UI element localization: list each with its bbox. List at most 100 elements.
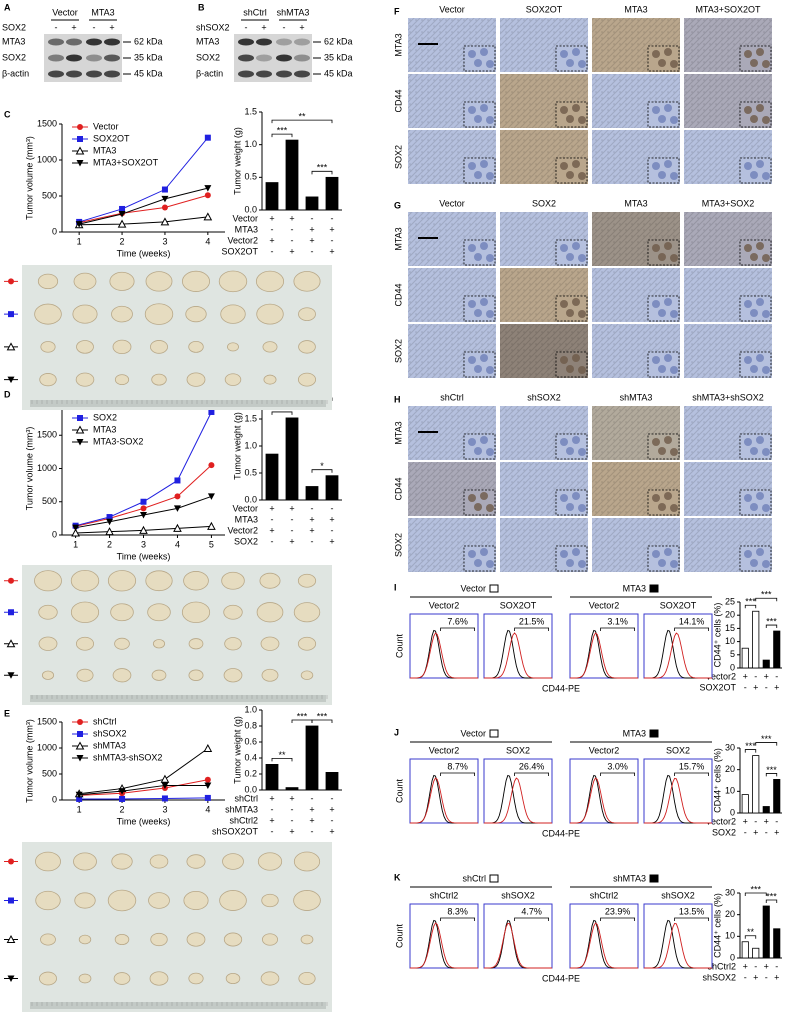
gate-percent: 13.5% (679, 906, 705, 916)
ihc-nucleus (566, 447, 574, 455)
legend-label: shCtrl (93, 716, 117, 726)
treatment-sign: + (109, 22, 114, 32)
tumor (75, 636, 95, 651)
x-tick-label: 5 (209, 539, 214, 549)
marker (106, 518, 114, 526)
marker (140, 505, 147, 512)
ihc-nucleus (480, 104, 488, 112)
marker (207, 521, 216, 530)
x-tick-label: 4 (205, 804, 210, 814)
ihc-nucleus (578, 366, 586, 374)
blot-row-label: SOX2 (196, 52, 220, 62)
ihc-nucleus (566, 115, 574, 123)
condition-sign: - (765, 682, 768, 692)
histogram-curve (410, 632, 478, 679)
histogram-frame (483, 758, 553, 824)
ruler (30, 1002, 326, 1009)
marker (208, 462, 215, 469)
ihc-nucleus (658, 309, 666, 317)
blot-band (86, 38, 102, 46)
y-tick-label: 0.8 (244, 720, 257, 730)
row-marker (6, 342, 16, 351)
tumor (186, 854, 206, 869)
condition-label: Vector (232, 213, 258, 223)
bar (265, 182, 279, 211)
ihc-nucleus (560, 550, 568, 558)
condition-sign: + (329, 826, 334, 836)
condition-sign: - (331, 815, 334, 825)
condition-sign: + (774, 827, 779, 837)
condition-sign: - (744, 682, 747, 692)
ihc-nucleus (486, 448, 494, 456)
histogram-curve (644, 922, 712, 969)
ihc-nucleus (572, 242, 580, 250)
legend-label: SOX2 (93, 412, 117, 422)
tumor (72, 304, 98, 324)
tumor (78, 934, 92, 945)
group-label: Vector (460, 583, 486, 593)
column-label: MTA3+SOX2 (702, 198, 755, 208)
significance-bracket (744, 604, 757, 609)
gate-percent: 7.6% (447, 616, 468, 626)
ihc-nucleus (664, 104, 672, 112)
ihc-nucleus (664, 48, 672, 56)
x-tick-label: 4 (205, 236, 210, 246)
ihc-nucleus (486, 60, 494, 68)
significance-bracket (755, 742, 778, 746)
ihc-nucleus (652, 356, 660, 364)
significance-label: ** (278, 750, 286, 760)
ihc-nucleus (658, 365, 666, 373)
condition-sign: + (764, 671, 769, 681)
ihc-nucleus (474, 447, 482, 455)
ihc-nucleus (652, 494, 660, 502)
marker (161, 795, 168, 802)
histogram-curve (644, 777, 712, 824)
bar (265, 764, 279, 791)
tumor (222, 853, 244, 870)
size-label: 35 kDa (134, 52, 163, 62)
ihc-nucleus (664, 298, 672, 306)
significance-label: *** (750, 884, 761, 894)
ihc-nucleus (560, 300, 568, 308)
marker (161, 204, 168, 211)
series-line (79, 216, 208, 226)
bar (305, 725, 319, 791)
x-tick-label: 3 (162, 804, 167, 814)
legend-marker (77, 731, 83, 737)
ihc-nucleus (468, 550, 476, 558)
bar (325, 772, 339, 791)
legend-marker (76, 439, 84, 446)
tumor (39, 971, 57, 986)
significance-bracket (744, 935, 757, 939)
panel-label: B (198, 2, 205, 12)
tumor (227, 342, 239, 352)
series-line (79, 187, 208, 225)
y-tick-label: 1.5 (244, 413, 257, 423)
y-axis-label: Tumor volume (mm³) (24, 719, 34, 803)
row-marker (7, 672, 15, 679)
condition-label: SOX2 (712, 827, 736, 837)
marker (203, 212, 213, 221)
histogram-frame (409, 613, 479, 679)
tumor (148, 892, 170, 909)
row-label: SOX2 (393, 533, 403, 557)
ihc-nucleus (468, 244, 476, 252)
condition-sign: + (753, 972, 758, 982)
row-marker (8, 311, 14, 318)
condition-sign: - (291, 525, 294, 535)
column-label: SOX2 (532, 198, 556, 208)
group-label: MTA3 (91, 7, 114, 17)
histogram-frame (643, 903, 713, 969)
ihc-nucleus (744, 438, 752, 446)
ihc-nucleus (474, 503, 482, 511)
marker (204, 134, 211, 141)
ihc-nucleus (756, 436, 764, 444)
x-tick-label: 3 (141, 539, 146, 549)
y-tick-label: 1500 (37, 118, 57, 128)
tumor (293, 602, 321, 623)
tumor (218, 270, 248, 293)
significance-bracket (311, 719, 333, 723)
gate-percent: 8.7% (447, 761, 468, 771)
bar (265, 453, 279, 501)
ihc-nucleus (658, 559, 666, 567)
